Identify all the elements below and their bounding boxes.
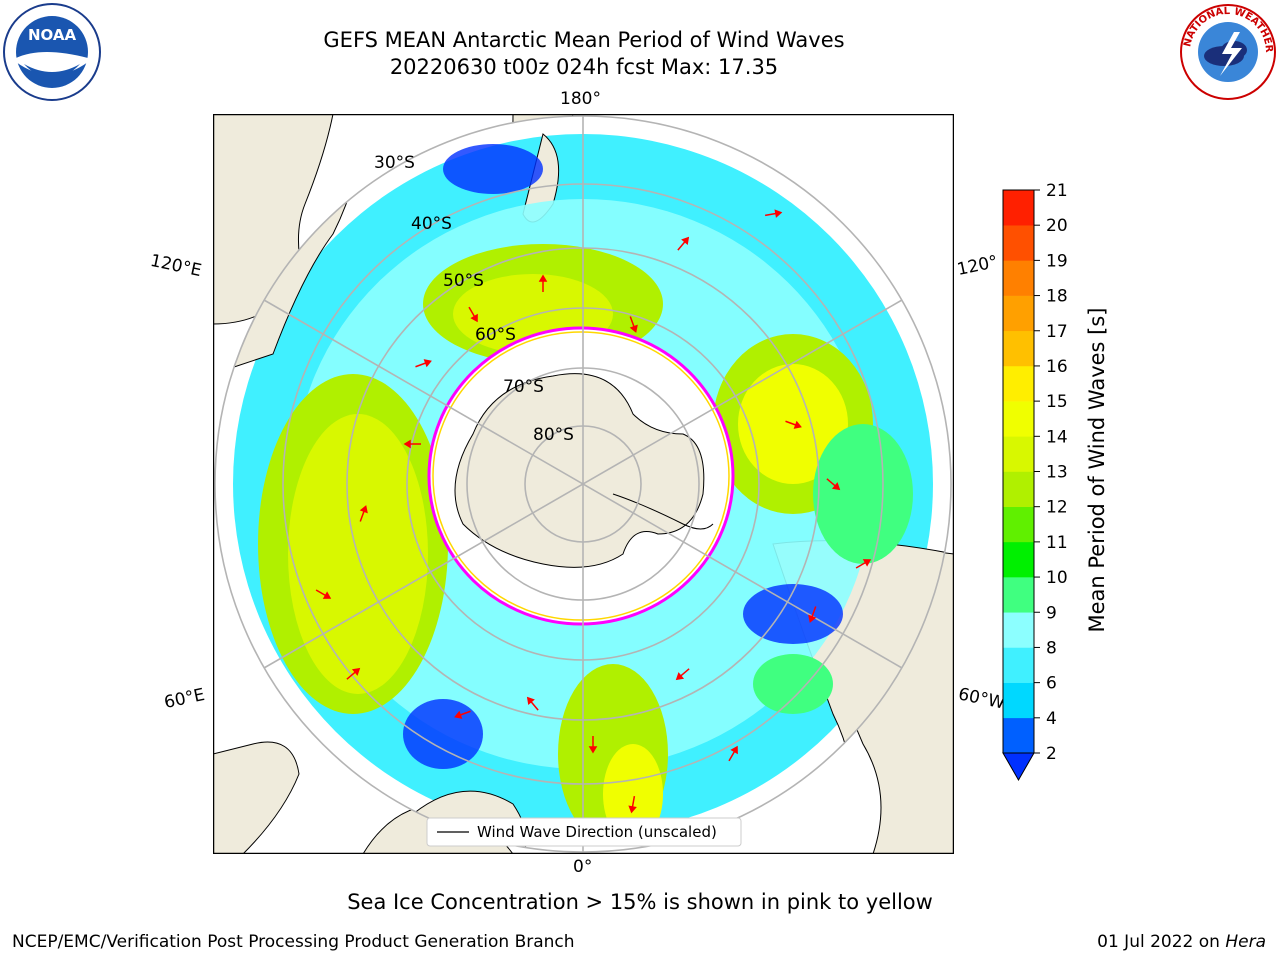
colorbar-tick-label: 4 bbox=[1046, 709, 1057, 729]
colorbar-tick-label: 17 bbox=[1046, 322, 1068, 342]
footer-machine: Hera bbox=[1225, 932, 1266, 952]
lon-180: 180° bbox=[560, 89, 601, 109]
graticule bbox=[214, 115, 952, 853]
lat-labels: 30°S 40°S 50°S 60°S 70°S 80°S bbox=[374, 153, 574, 445]
colorbar-tick-label: 21 bbox=[1046, 181, 1068, 201]
map-legend: Wind Wave Direction (unscaled) bbox=[426, 817, 742, 847]
lat-80s: 80°S bbox=[533, 425, 574, 445]
colorbar-tick-label: 2 bbox=[1046, 744, 1057, 764]
colorbar: 2 4 6 8 9 10 11 12 13 14 15 16 17 18 19 20 21 bbox=[1002, 181, 1068, 782]
colorbar-band bbox=[1003, 682, 1034, 719]
colorbar-band bbox=[1003, 365, 1034, 402]
colorbar-band bbox=[1003, 577, 1034, 613]
colorbar-band bbox=[1003, 436, 1034, 472]
colorbar-tick-label: 14 bbox=[1046, 427, 1068, 447]
svg-text:NOAA: NOAA bbox=[28, 26, 77, 44]
colorbar-band bbox=[1003, 225, 1034, 261]
colorbar-band bbox=[1003, 471, 1034, 507]
lat-60s: 60°S bbox=[475, 325, 516, 345]
wind-arrows bbox=[315, 209, 872, 814]
map-title: GEFS MEAN Antarctic Mean Period of Wind … bbox=[323, 28, 845, 52]
colorbar-band bbox=[1003, 647, 1034, 683]
colorbar-extend-arrow bbox=[1002, 752, 1035, 782]
colorbar-band bbox=[1003, 295, 1034, 332]
nws-logo: NATIONAL WEATHER SERVICE bbox=[1176, 2, 1276, 100]
colorbar-band bbox=[1003, 190, 1034, 226]
footer-date-text: 01 Jul 2022 on bbox=[1097, 932, 1226, 952]
colorbar-band bbox=[1003, 330, 1034, 367]
lat-50s: 50°S bbox=[443, 271, 484, 291]
colorbar-tick-label: 18 bbox=[1046, 287, 1068, 307]
footer-credit: NCEP/EMC/Verification Post Processing Pr… bbox=[12, 932, 575, 952]
colorbar-tick-label: 10 bbox=[1046, 568, 1068, 588]
colorbar-band bbox=[1003, 401, 1034, 437]
colorbar-band bbox=[1003, 506, 1034, 543]
colorbar-tick-label: 9 bbox=[1046, 603, 1057, 623]
legend-label: Wind Wave Direction (unscaled) bbox=[477, 823, 717, 841]
lon-120e: 120°E bbox=[148, 250, 204, 282]
colorbar-tick-label: 12 bbox=[1046, 498, 1068, 518]
polar-map: 30°S 40°S 50°S 60°S 70°S 80°S Wind Wave … bbox=[213, 114, 954, 854]
map-subtitle: 20220630 t00z 024h fcst Max: 17.35 bbox=[389, 55, 779, 79]
colorbar-label: Mean Period of Wind Waves [s] bbox=[1085, 307, 1109, 633]
sea-ice-note: Sea Ice Concentration > 15% is shown in … bbox=[347, 890, 933, 914]
colorbar-tick-label: 20 bbox=[1046, 216, 1068, 236]
lat-30s: 30°S bbox=[374, 153, 415, 173]
lon-60e: 60°E bbox=[162, 684, 207, 714]
noaa-logo: NOAA bbox=[3, 3, 101, 101]
colorbar-tick-label: 16 bbox=[1046, 357, 1068, 377]
lon-120w: 120° bbox=[955, 251, 1000, 281]
lon-0: 0° bbox=[573, 857, 593, 877]
colorbar-tick-label: 15 bbox=[1046, 392, 1068, 412]
colorbar-band bbox=[1003, 541, 1034, 578]
colorbar-tick-label: 11 bbox=[1046, 533, 1068, 553]
antarctica bbox=[454, 373, 705, 568]
lat-70s: 70°S bbox=[503, 377, 544, 397]
lat-40s: 40°S bbox=[411, 214, 452, 234]
colorbar-tick-label: 6 bbox=[1046, 674, 1057, 694]
colorbar-tick-label: 13 bbox=[1046, 463, 1068, 483]
colorbar-band bbox=[1003, 612, 1034, 648]
colorbar-band bbox=[1003, 717, 1034, 754]
footer-date: 01 Jul 2022 on Hera bbox=[1097, 932, 1266, 952]
colorbar-tick-label: 19 bbox=[1046, 251, 1068, 271]
colorbar-tick-label: 8 bbox=[1046, 638, 1057, 658]
colorbar-band bbox=[1003, 260, 1034, 296]
